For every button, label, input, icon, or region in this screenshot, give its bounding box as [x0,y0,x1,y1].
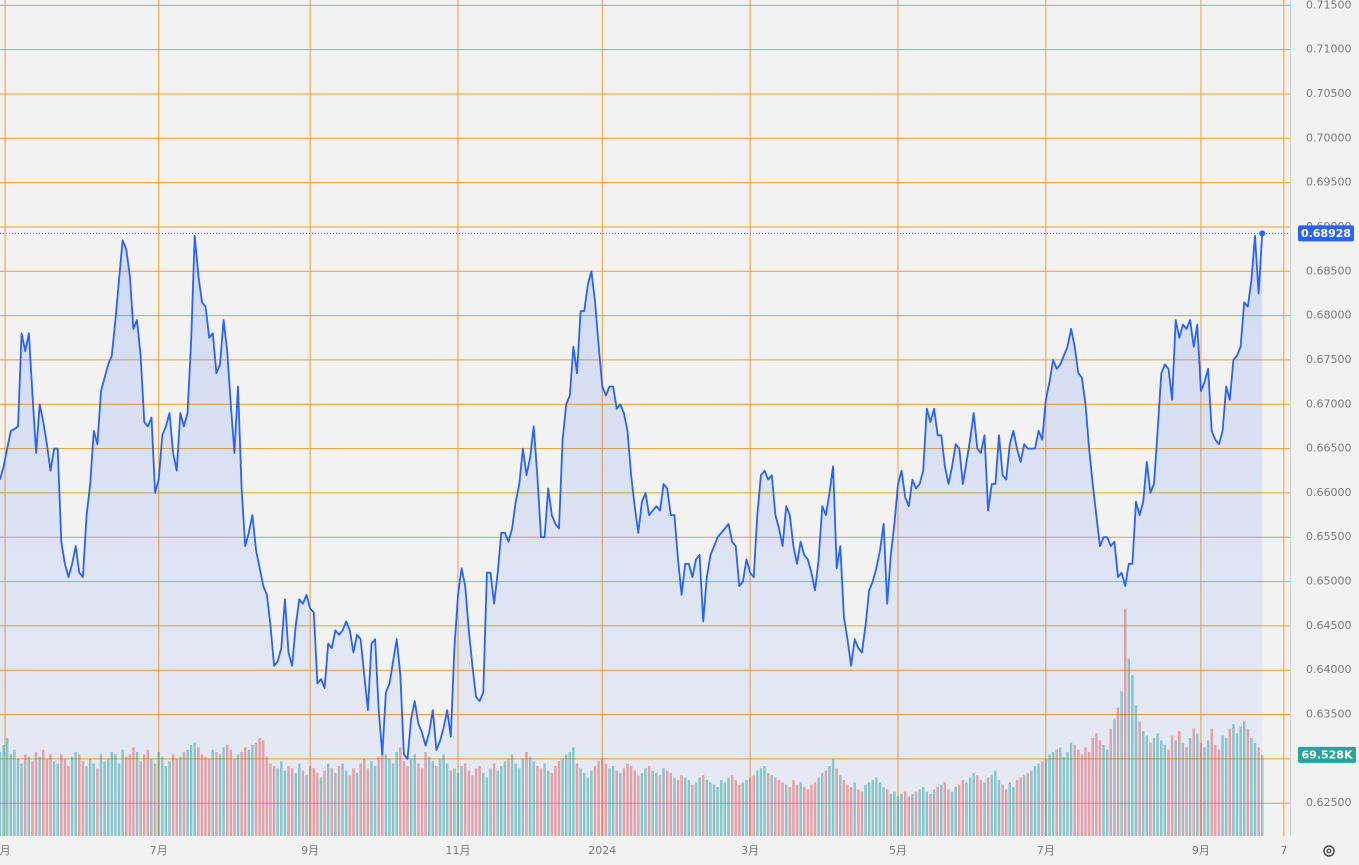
x-tick-label: 9月 [301,844,319,857]
x-tick-label: 11月 [446,844,471,857]
y-tick-label: 0.63500 [1306,708,1352,721]
y-tick-label: 0.70500 [1306,87,1352,100]
x-tick-label: 7 [1280,844,1287,857]
x-tick-label: 2024 [588,844,616,857]
y-tick-label: 0.69500 [1306,176,1352,189]
price-area [0,233,1263,837]
y-tick-label: 0.67500 [1306,353,1352,366]
y-tick-label: 0.71000 [1306,43,1352,56]
y-tick-label: 0.65000 [1306,575,1352,588]
price-label: 0.68928 [1301,227,1351,240]
y-tick-label: 0.66000 [1306,486,1352,499]
x-tick-label: 7月 [1037,844,1055,857]
y-tick-label: 0.64000 [1306,663,1352,676]
volume-label-box [1298,746,1356,763]
x-tick-label: 3月 [741,844,759,857]
price-pane [0,230,1290,837]
last-point [1259,230,1266,237]
icon-ring [1323,845,1335,857]
y-tick-label: 0.66500 [1306,442,1352,455]
volume-label: 69.528K [1302,748,1353,761]
x-tick-label: 7月 [150,844,168,857]
price-label-box [1298,225,1354,242]
y-tick-label: 0.62500 [1306,796,1352,809]
y-tick-label: 0.71500 [1306,0,1352,11]
y-tick-label: 0.64500 [1306,619,1352,632]
y-tick-label: 0.68000 [1306,309,1352,322]
x-tick-label: 5月 [889,844,907,857]
volume-bar [1261,754,1264,836]
x-tick-label: 月 [0,844,11,857]
y-tick-label: 0.65500 [1306,530,1352,543]
settings-icon[interactable] [1323,845,1335,857]
icon-dot [1326,848,1332,854]
y-tick-label: 0.67000 [1306,397,1352,410]
y-tick-label: 0.70000 [1306,131,1352,144]
price-line [0,233,1264,760]
x-tick-label: 9月 [1192,844,1210,857]
y-tick-label: 0.68500 [1306,264,1352,277]
